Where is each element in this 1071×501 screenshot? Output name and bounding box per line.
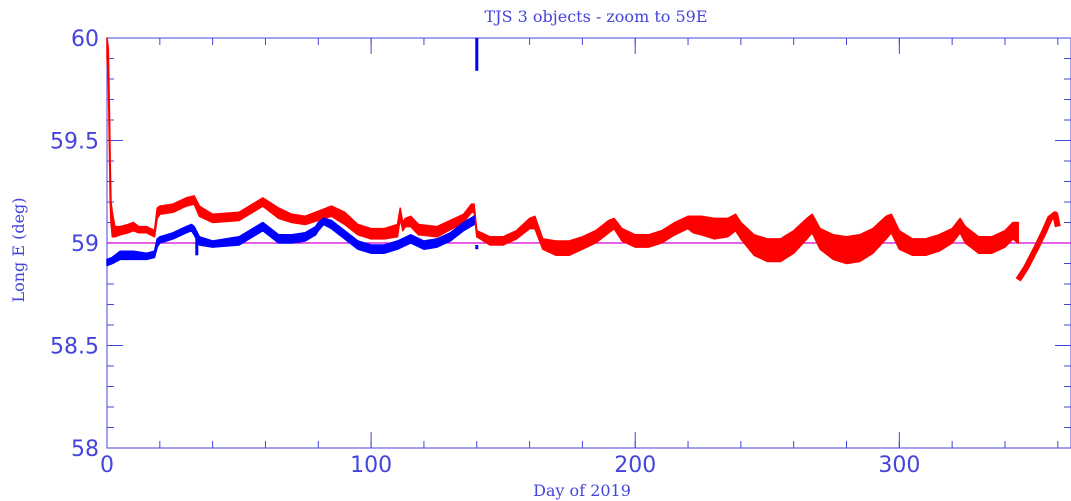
- x-tick-label: 300: [878, 453, 920, 478]
- y-tick-label: 58: [71, 437, 99, 462]
- x-axis-label: Day of 2019: [533, 481, 631, 500]
- y-tick-label: 60: [71, 27, 99, 52]
- y-axis-label: Long E (deg): [9, 197, 28, 302]
- series-band-2: [106, 215, 475, 267]
- ticks-layer: 58 58.5 59 59.5 60 0 100 200 300: [50, 27, 1071, 478]
- x-tick-label: 100: [350, 453, 392, 478]
- chart-title: TJS 3 objects - zoom to 59E: [484, 7, 707, 26]
- y-tick-label: 59.5: [50, 130, 99, 155]
- x-tick-label: 0: [100, 453, 114, 478]
- x-tick-label: 200: [614, 453, 656, 478]
- y-tick-label: 59: [71, 232, 99, 257]
- series-line-1: [1015, 211, 1061, 282]
- y-tick-label: 58.5: [50, 335, 99, 360]
- data-layer: [106, 37, 1071, 282]
- series-band-0: [106, 37, 1019, 265]
